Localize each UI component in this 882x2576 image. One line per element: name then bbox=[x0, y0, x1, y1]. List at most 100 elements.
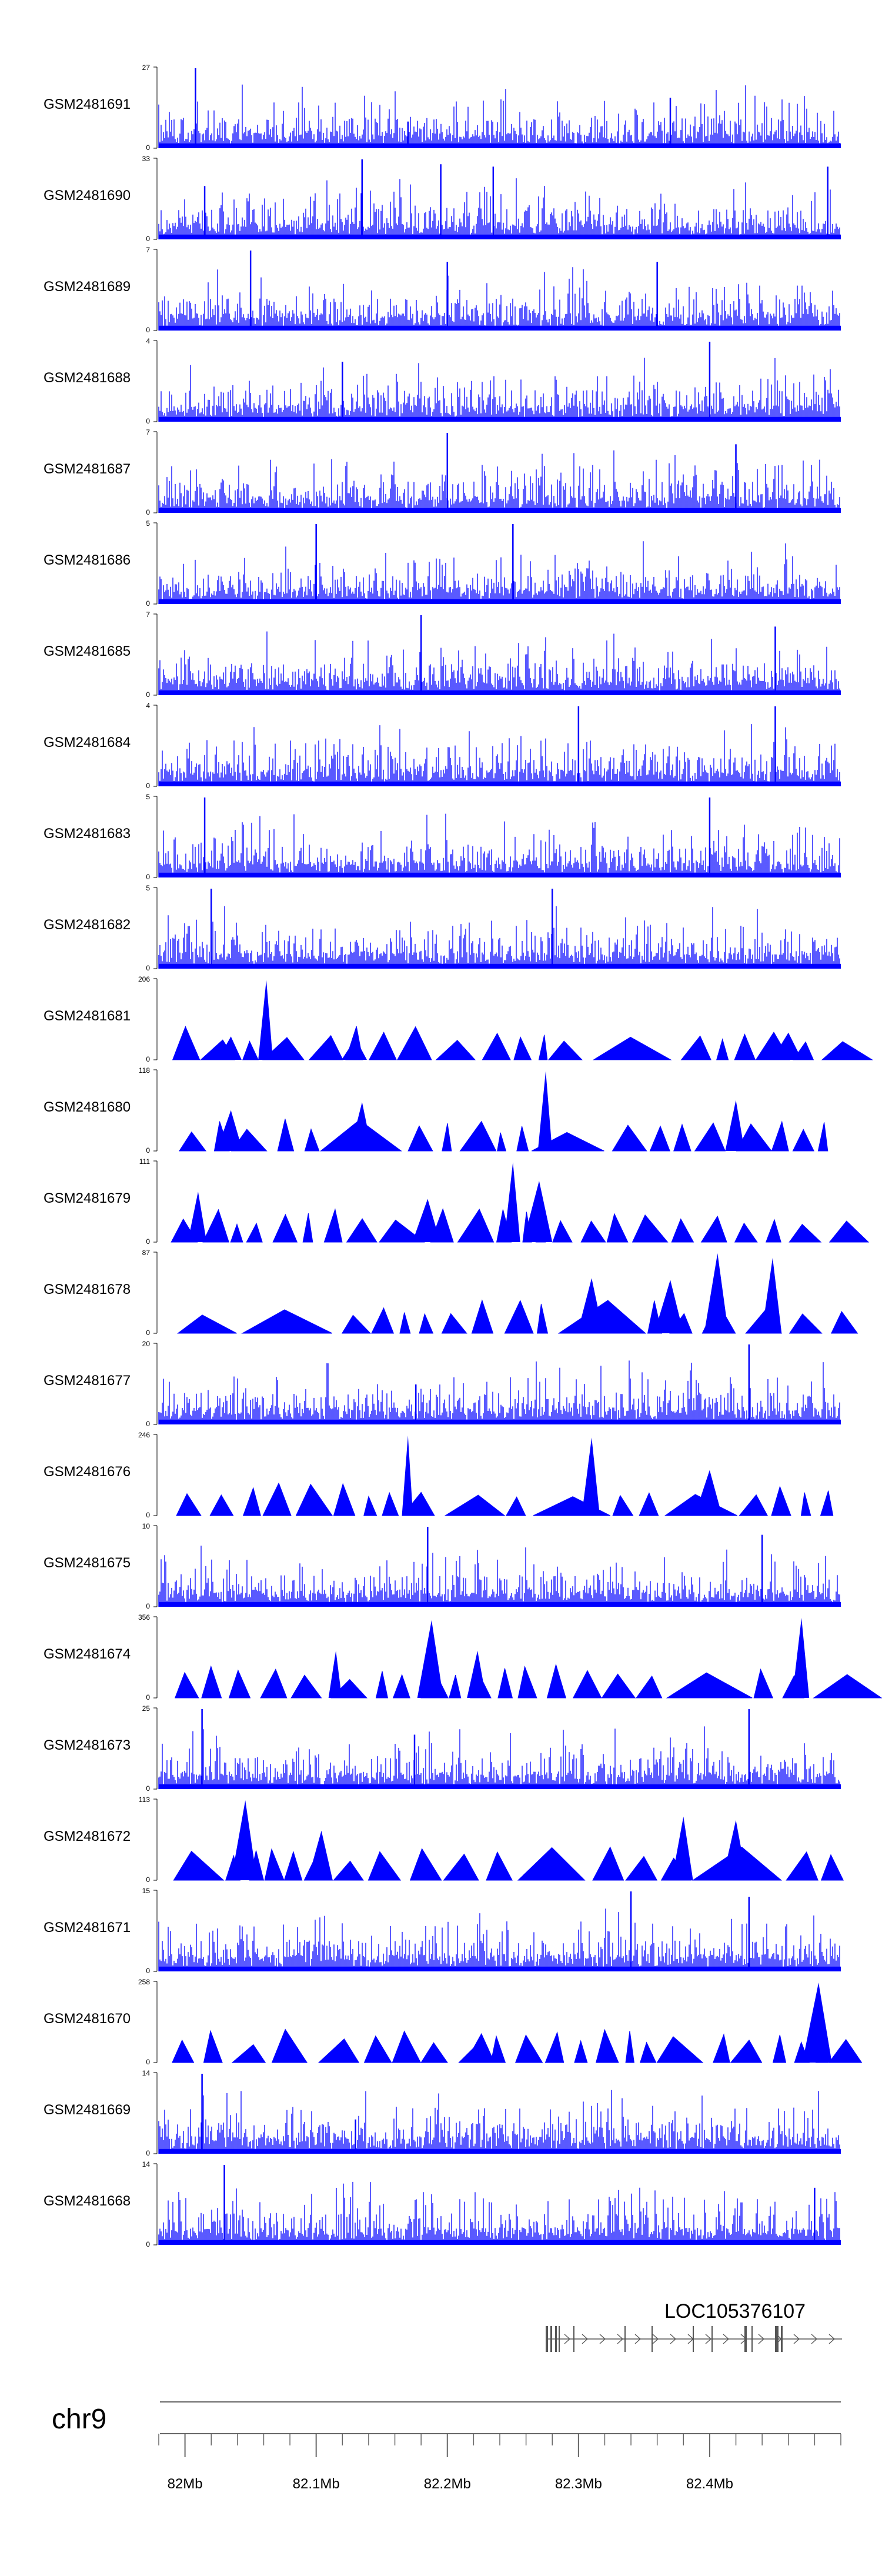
chromosome-label: chr9 bbox=[52, 2404, 107, 2435]
track-label: GSM2481678 bbox=[44, 1282, 131, 1297]
signal-bars bbox=[158, 2090, 840, 2154]
track-GSM2481683 bbox=[153, 796, 841, 878]
genome-axis bbox=[158, 2433, 841, 2457]
signal-peak bbox=[725, 1100, 745, 1151]
y-max-label: 356 bbox=[138, 1613, 150, 1621]
y-max-label: 87 bbox=[142, 1249, 150, 1257]
y-max-label: 33 bbox=[142, 155, 150, 163]
y-min-label: 0 bbox=[146, 1237, 150, 1246]
y-max-label: 4 bbox=[146, 702, 150, 710]
track-label: GSM2481690 bbox=[44, 188, 131, 203]
signal-bars bbox=[158, 84, 840, 148]
y-max-label: 206 bbox=[138, 975, 150, 983]
track-label: GSM2481670 bbox=[44, 2011, 131, 2027]
y-min-label: 0 bbox=[146, 690, 150, 699]
signal-peak bbox=[694, 1470, 722, 1516]
signal-peak bbox=[792, 1618, 810, 1698]
gene-exon bbox=[751, 2326, 753, 2352]
y-max-label: 4 bbox=[146, 337, 150, 345]
y-max-label: 258 bbox=[138, 1978, 150, 1986]
signal-peak bbox=[417, 1620, 443, 1698]
gene-exon bbox=[555, 2326, 557, 2352]
track-GSM2481671 bbox=[153, 1890, 841, 1972]
y-max-label: 7 bbox=[146, 428, 150, 436]
y-max-label: 14 bbox=[142, 2160, 150, 2168]
gene-exon bbox=[550, 2326, 552, 2352]
strand-arrow bbox=[793, 2334, 800, 2344]
strand-arrow bbox=[564, 2334, 570, 2344]
signal-bars bbox=[158, 358, 840, 422]
track-GSM2481684 bbox=[153, 705, 841, 787]
gene-exon bbox=[624, 2326, 626, 2352]
gene-exon bbox=[744, 2326, 747, 2352]
signal-bars bbox=[158, 2181, 840, 2245]
track-label: GSM2481677 bbox=[44, 1373, 131, 1389]
track-label: GSM2481669 bbox=[44, 2102, 131, 2118]
track-GSM2481670 bbox=[153, 1981, 863, 2063]
track-label: GSM2481687 bbox=[44, 461, 131, 477]
signal-bars bbox=[158, 631, 840, 695]
signal-peak bbox=[412, 1199, 440, 1242]
signal-coverage bbox=[174, 1663, 882, 1699]
gene-exon bbox=[693, 2326, 694, 2352]
track-GSM2481691 bbox=[153, 66, 841, 149]
signal-peak bbox=[537, 1071, 553, 1151]
y-min-label: 0 bbox=[146, 1511, 150, 1519]
strand-arrow bbox=[811, 2334, 817, 2344]
strand-arrow bbox=[758, 2334, 764, 2344]
signal-peak bbox=[467, 1650, 486, 1698]
signal-coverage bbox=[178, 1119, 828, 1152]
track-GSM2481690 bbox=[153, 158, 841, 240]
signal-coverage bbox=[172, 1026, 874, 1060]
gene-exon bbox=[559, 2326, 560, 2352]
strand-arrow bbox=[670, 2334, 676, 2344]
y-min-label: 0 bbox=[146, 144, 150, 152]
track-GSM2481689 bbox=[153, 249, 841, 331]
signal-peak bbox=[577, 1278, 603, 1333]
track-label: GSM2481684 bbox=[44, 735, 131, 750]
track-label: GSM2481685 bbox=[44, 643, 131, 659]
signal-peak bbox=[802, 1983, 832, 2063]
track-label: GSM2481680 bbox=[44, 1099, 131, 1115]
y-max-label: 7 bbox=[146, 610, 150, 619]
strand-arrow bbox=[705, 2334, 711, 2344]
signal-peak bbox=[671, 1816, 693, 1880]
signal-peak bbox=[761, 1257, 782, 1333]
y-min-label: 0 bbox=[146, 964, 150, 972]
track-label: GSM2481671 bbox=[44, 1920, 131, 1936]
track-GSM2481669 bbox=[153, 2072, 841, 2154]
strand-arrow bbox=[723, 2334, 729, 2344]
signal-bars bbox=[158, 178, 840, 239]
track-label: GSM2481679 bbox=[44, 1190, 131, 1206]
y-min-label: 0 bbox=[146, 599, 150, 608]
y-min-label: 0 bbox=[146, 1784, 150, 1793]
track-label: GSM2481675 bbox=[44, 1555, 131, 1571]
signal-bars bbox=[158, 906, 840, 969]
y-min-label: 0 bbox=[146, 326, 150, 334]
y-max-label: 15 bbox=[142, 1887, 150, 1895]
track-GSM2481677 bbox=[153, 1343, 841, 1425]
signal-peak bbox=[328, 1650, 342, 1698]
y-max-label: 7 bbox=[146, 246, 150, 254]
y-min-label: 0 bbox=[146, 782, 150, 790]
y-min-label: 0 bbox=[146, 2149, 150, 2157]
y-max-label: 27 bbox=[142, 64, 150, 72]
track-label: GSM2481689 bbox=[44, 279, 131, 295]
strand-arrow bbox=[599, 2334, 606, 2344]
signal-bars bbox=[158, 724, 840, 786]
y-min-label: 0 bbox=[146, 1967, 150, 1975]
signal-coverage bbox=[176, 1482, 834, 1516]
y-max-label: 113 bbox=[138, 1796, 150, 1804]
strand-arrow bbox=[617, 2334, 623, 2344]
signal-peak bbox=[218, 1036, 242, 1060]
signal-bars bbox=[158, 1908, 840, 1971]
gene-exon bbox=[711, 2326, 713, 2352]
y-min-label: 0 bbox=[146, 1329, 150, 1337]
y-max-label: 25 bbox=[142, 1704, 150, 1713]
track-GSM2481673 bbox=[153, 1707, 841, 1790]
axis-tick-label: 82.3Mb bbox=[554, 2476, 602, 2492]
y-min-label: 0 bbox=[146, 873, 150, 881]
signal-bars bbox=[158, 1546, 840, 1607]
